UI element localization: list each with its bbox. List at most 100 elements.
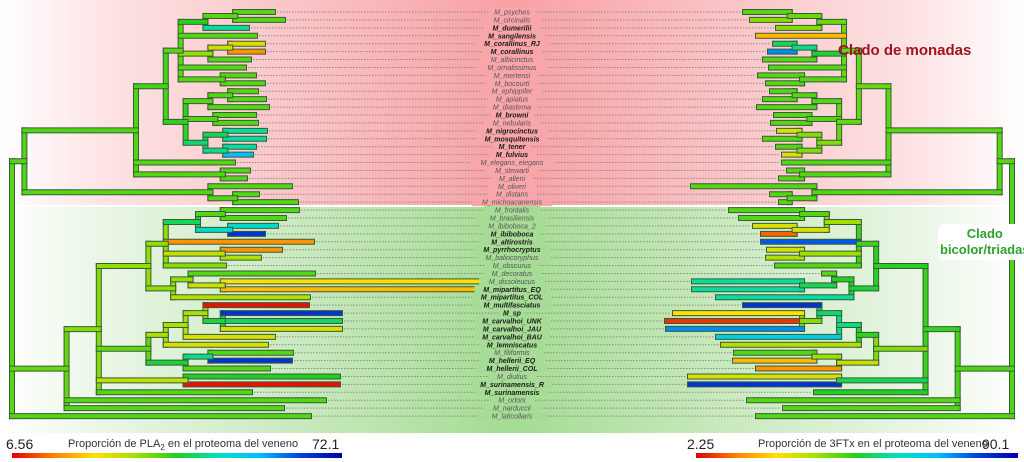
leaf-label-background: [472, 301, 552, 310]
leaf-label-background: [479, 221, 545, 230]
leaf-label: M_browni: [496, 113, 530, 120]
clade-bicolor-label-line1: Clado: [966, 226, 1003, 241]
leaf-label-background: [486, 71, 538, 80]
leaf-label: M_dumerilii: [493, 25, 533, 32]
leaf-label: M_dissoleucus: [489, 279, 536, 286]
leaf-label-background: [499, 309, 525, 318]
leaf-label: M_ornatissimus: [487, 65, 537, 72]
leaf-label: M_circinalis: [494, 17, 531, 24]
3ftx-legend-min: 2.25: [687, 436, 715, 452]
leaf-label: M_mipartitus_EQ: [483, 287, 541, 294]
leaf-label: M_obscurus: [493, 263, 532, 270]
leaf-label-background: [476, 388, 548, 397]
pla2-legend-title-prefix: Proporción de PLA: [68, 438, 161, 450]
pla2-legend-title-suffix: en el proteoma del veneno: [164, 438, 299, 450]
leaf-label: M_surinamensis: [485, 390, 540, 397]
3ftx-tree-right: [664, 9, 1015, 420]
leaf-label: M_distans: [496, 192, 528, 199]
leaf-label-background: [483, 118, 541, 127]
leaf-label-background: [481, 348, 543, 357]
leaf-label-background: [476, 214, 548, 222]
leaf-label-background: [481, 87, 543, 96]
leaf-label: M_nebularis: [493, 120, 532, 127]
leaf-label-background: [481, 47, 543, 56]
leaf-label-background: [483, 269, 541, 278]
leaf-label: M_decoratus: [492, 271, 533, 278]
leaf-label-background: [474, 285, 550, 294]
leaf-label: M_diutius: [497, 374, 527, 381]
pla2-legend-min: 6.56: [6, 436, 34, 452]
3ftx-legend: 2.25 Proporción de 3FTx en el proteoma d…: [680, 436, 1024, 462]
3ftx-color-scale-bar: [696, 453, 1018, 458]
leaf-label: M_brasiliensis: [490, 216, 535, 223]
leaf-label: M_alleni: [499, 176, 526, 183]
leaf-label-background: [476, 126, 548, 135]
leaf-label: M_ephippifer: [492, 89, 533, 96]
leaf-label: M_baliocoryphus: [486, 255, 539, 262]
leaf-label: M_diastema: [493, 105, 531, 112]
leaf-label-background: [469, 158, 555, 167]
leaf-label: M_hellerii_EQ: [489, 358, 536, 365]
leaf-label: M_sp: [503, 311, 522, 318]
pla2-legend: 6.56 Proporción de PLA2 en el proteoma d…: [0, 436, 360, 462]
pla2-legend-max: 72.1: [312, 436, 340, 452]
clade-bicolor-label: Clado bicolor/triadas: [938, 224, 1024, 260]
leaf-label: M_ibiboboca_2: [488, 223, 536, 230]
clade-monadas-label: Clado de monadas: [838, 42, 972, 59]
leaf-label-background: [479, 55, 545, 64]
leaf-label-background: [476, 364, 548, 373]
leaf-label: M_stewarti: [495, 168, 529, 175]
clade-bicolor-label-line2: bicolor/triadas: [940, 242, 1024, 257]
pla2-color-scale-bar: [12, 453, 342, 458]
leaf-label: M_lemniscatus: [487, 342, 537, 349]
leaf-label-background: [474, 39, 550, 48]
leaf-label-background: [483, 206, 541, 215]
leaf-label-background: [474, 332, 550, 341]
leaf-label-background: [479, 237, 545, 246]
leaf-label-background: [472, 198, 552, 207]
leaf-label-background: [488, 190, 536, 199]
leaf-label-background: [483, 229, 541, 238]
leaf-label-background: [486, 261, 538, 270]
leaf-labels: M_psychesM_circinalisM_dumeriliiM_sangil…: [469, 8, 555, 421]
pla2-legend-title: Proporción de PLA2 en el proteoma del ve…: [68, 438, 298, 452]
leaf-label: M_mipartitus_COL: [481, 295, 543, 302]
leaf-label: M_bocourti: [495, 81, 530, 88]
leaf-label-background: [481, 15, 543, 24]
leaf-label-background: [488, 95, 536, 104]
leaf-label-background: [479, 31, 545, 40]
leaf-label-background: [474, 245, 550, 254]
leaf-label-background: [486, 103, 538, 112]
leaf-label: M_surinamensis_R: [480, 382, 544, 389]
leaf-label-background: [490, 396, 534, 405]
leaf-label-background: [483, 404, 541, 413]
leaf-label-background: [476, 134, 548, 143]
leaf-label: M_corallinus: [491, 49, 534, 56]
leaf-label-background: [479, 277, 545, 286]
leaf-label: M_tener: [499, 144, 527, 151]
leaf-label-background: [476, 63, 548, 72]
leaf-label-background: [488, 150, 536, 159]
pla2-tree-left: [9, 9, 499, 420]
leaf-label-background: [474, 317, 550, 325]
leaf-label: M_laticollaris: [492, 414, 533, 421]
leaf-label-background: [474, 324, 550, 333]
leaf-label: M_oliveri: [498, 184, 526, 191]
3ftx-legend-max: 90.1: [982, 436, 1010, 452]
pla2-legend-title-sub: 2: [160, 443, 165, 453]
leaf-label-background: [476, 412, 548, 421]
leaf-label-background: [486, 166, 538, 175]
leaf-label-background: [488, 372, 536, 381]
leaf-label-background: [472, 380, 552, 389]
leaf-label: M_nigrocinctus: [486, 128, 538, 135]
leaf-label: M_carvalhoi_UNK: [482, 319, 542, 326]
leaf-label-background: [472, 293, 552, 302]
leaf-label: M_carvalhoi_JAU: [483, 326, 542, 333]
leaf-label: M_apiatus: [496, 97, 529, 104]
leaf-label-background: [479, 356, 545, 365]
leaf-label: M_altirostris: [491, 239, 533, 246]
leaf-label: M_ibiboboca: [491, 231, 534, 238]
leaf-label-background: [488, 182, 536, 191]
leaf-label-background: [474, 253, 550, 262]
leaf-label: M_ortoni: [498, 398, 526, 405]
